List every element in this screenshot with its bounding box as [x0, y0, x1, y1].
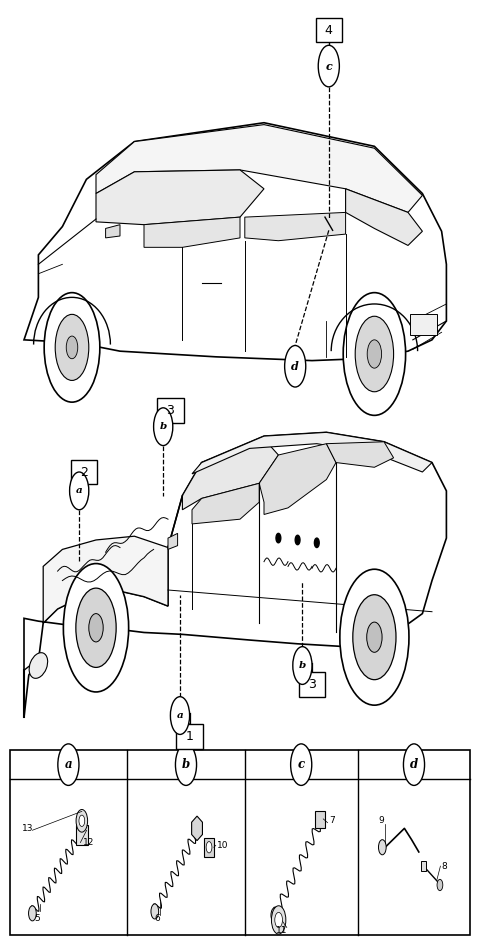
Polygon shape	[43, 536, 168, 623]
Polygon shape	[96, 125, 422, 212]
Polygon shape	[182, 439, 278, 510]
Text: c: c	[325, 60, 332, 72]
Circle shape	[295, 535, 300, 545]
Circle shape	[76, 588, 116, 667]
Text: d: d	[410, 758, 418, 771]
Polygon shape	[96, 170, 264, 225]
Circle shape	[44, 293, 100, 402]
Bar	[157, 398, 183, 423]
Circle shape	[275, 912, 282, 927]
Polygon shape	[259, 444, 336, 514]
Polygon shape	[192, 432, 432, 474]
Text: d: d	[291, 361, 299, 372]
Circle shape	[66, 336, 78, 359]
Circle shape	[318, 45, 339, 87]
Circle shape	[367, 340, 382, 368]
Circle shape	[403, 744, 424, 785]
Text: 5: 5	[35, 914, 40, 922]
Polygon shape	[192, 483, 259, 524]
Circle shape	[76, 809, 88, 833]
Circle shape	[206, 842, 212, 853]
Polygon shape	[24, 123, 446, 361]
Polygon shape	[106, 225, 120, 238]
Text: 8: 8	[442, 862, 447, 870]
Text: a: a	[76, 486, 83, 496]
Polygon shape	[245, 212, 346, 241]
Circle shape	[314, 538, 319, 548]
Text: 2: 2	[80, 465, 88, 479]
Circle shape	[271, 906, 286, 935]
Polygon shape	[326, 442, 394, 467]
Text: 7: 7	[329, 817, 335, 825]
Circle shape	[58, 744, 79, 785]
Polygon shape	[168, 533, 178, 549]
Circle shape	[271, 908, 278, 923]
Circle shape	[151, 904, 158, 919]
Circle shape	[276, 533, 281, 543]
Bar	[10, 750, 470, 935]
Bar	[177, 724, 203, 749]
Text: c: c	[298, 758, 305, 771]
Ellipse shape	[29, 652, 48, 679]
Text: 1: 1	[186, 730, 193, 743]
Text: a: a	[65, 758, 72, 771]
Bar	[299, 672, 325, 697]
Circle shape	[367, 622, 382, 652]
Text: 6: 6	[155, 914, 160, 922]
Circle shape	[89, 614, 103, 642]
Text: 12: 12	[83, 838, 94, 847]
Circle shape	[355, 316, 394, 392]
Text: a: a	[177, 711, 183, 720]
Circle shape	[29, 906, 36, 921]
Circle shape	[55, 314, 89, 380]
Text: 13: 13	[22, 824, 33, 833]
Circle shape	[340, 569, 409, 705]
Polygon shape	[346, 189, 422, 245]
Circle shape	[353, 595, 396, 680]
Text: 11: 11	[276, 926, 288, 935]
Circle shape	[176, 744, 197, 785]
Text: 3: 3	[167, 404, 174, 417]
Bar	[315, 811, 325, 829]
Bar	[71, 460, 97, 484]
Polygon shape	[24, 432, 446, 717]
Circle shape	[63, 564, 129, 692]
Bar	[410, 314, 437, 335]
Text: 4: 4	[325, 24, 333, 37]
Circle shape	[343, 293, 406, 415]
Circle shape	[290, 744, 312, 785]
Circle shape	[170, 697, 190, 734]
Text: b: b	[159, 422, 167, 431]
Bar	[421, 861, 426, 870]
Circle shape	[285, 346, 306, 387]
Polygon shape	[192, 816, 203, 840]
Circle shape	[437, 880, 443, 891]
Text: 3: 3	[308, 678, 316, 691]
Polygon shape	[144, 217, 240, 247]
Circle shape	[154, 408, 173, 446]
Circle shape	[70, 472, 89, 510]
Bar	[75, 825, 87, 846]
Text: 9: 9	[379, 817, 384, 825]
Bar	[204, 838, 214, 857]
Text: 10: 10	[217, 841, 228, 850]
Circle shape	[378, 840, 386, 855]
Text: b: b	[299, 661, 306, 670]
Circle shape	[293, 647, 312, 684]
Circle shape	[79, 816, 84, 827]
Bar	[316, 18, 342, 42]
Text: b: b	[182, 758, 190, 771]
